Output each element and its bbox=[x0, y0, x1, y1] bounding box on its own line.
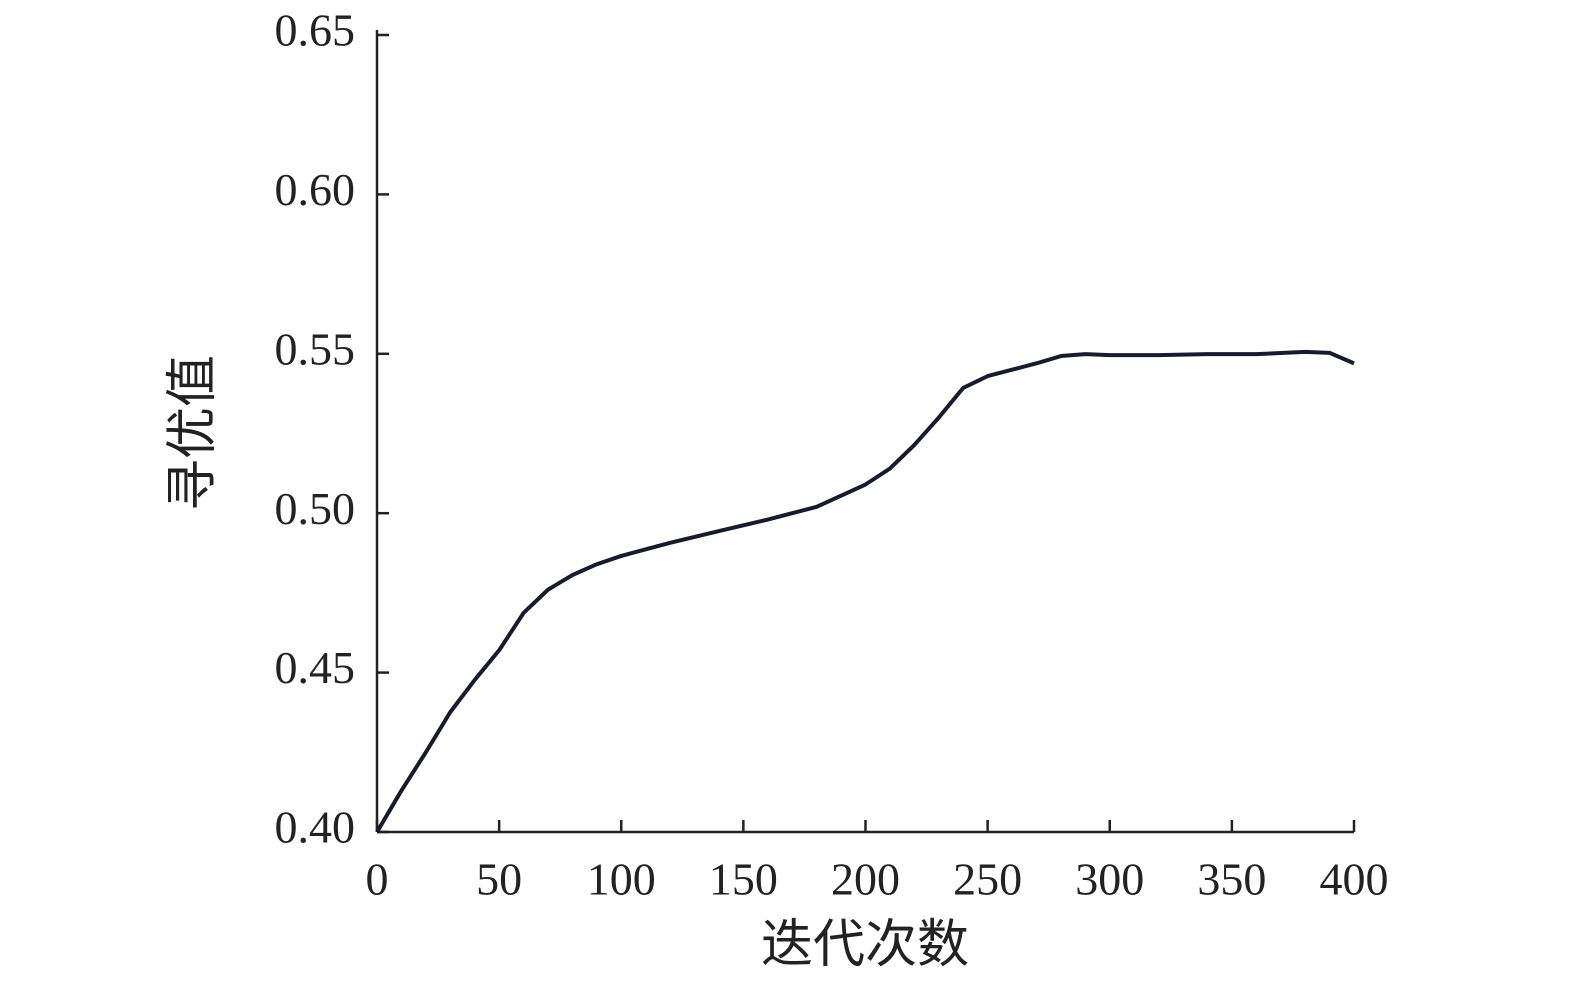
y-axis-title: 寻优值 bbox=[165, 355, 222, 511]
x-tick-label: 200 bbox=[831, 854, 900, 905]
x-tick-label: 300 bbox=[1075, 854, 1144, 905]
y-tick-label: 0.65 bbox=[275, 5, 356, 56]
line-series bbox=[375, 349, 1355, 834]
y-tick-label: 0.45 bbox=[275, 642, 356, 693]
x-tick-label: 250 bbox=[953, 854, 1022, 905]
x-tick-label: 400 bbox=[1320, 854, 1389, 905]
x-tick-label: 0 bbox=[366, 854, 389, 905]
y-tick-label: 0.60 bbox=[275, 164, 356, 215]
x-axis-title: 迭代次数 bbox=[761, 917, 969, 974]
x-tick-label: 50 bbox=[476, 854, 522, 905]
y-tick-label: 0.50 bbox=[275, 483, 356, 534]
y-tick-label: 0.55 bbox=[275, 323, 356, 374]
y-tick-label: 0.40 bbox=[275, 802, 356, 853]
x-tick-label: 100 bbox=[587, 854, 656, 905]
x-tick-label: 150 bbox=[709, 854, 778, 905]
x-tick-label: 350 bbox=[1197, 854, 1266, 905]
